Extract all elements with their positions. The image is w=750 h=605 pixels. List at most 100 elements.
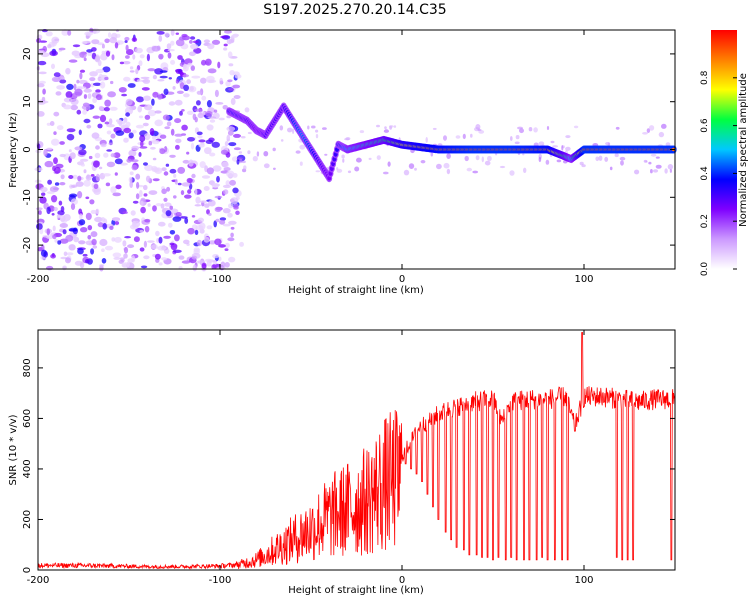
noise-blob <box>169 242 175 246</box>
y-tick-label: 10 <box>22 95 33 108</box>
noise-blob <box>104 121 110 125</box>
noise-blob <box>53 157 58 165</box>
noise-blob <box>299 144 306 150</box>
noise-blob <box>455 135 461 139</box>
noise-blob <box>234 74 242 79</box>
noise-blob <box>206 124 214 131</box>
noise-blob <box>172 249 182 253</box>
noise-blob <box>104 99 111 107</box>
noise-blob <box>181 124 188 131</box>
noise-blob <box>224 242 230 248</box>
noise-blob <box>52 225 56 232</box>
noise-blob <box>45 31 53 37</box>
noise-blob <box>186 110 194 116</box>
x-tick-label: 100 <box>574 274 593 285</box>
noise-blob <box>181 182 191 187</box>
noise-blob <box>163 88 169 96</box>
noise-blob <box>194 204 202 207</box>
colorbar-tick-label: 0.2 <box>700 214 710 228</box>
noise-blob <box>256 151 260 157</box>
colorbar-ticks: 0.0 0.2 0.4 0.6 0.8 <box>700 70 737 276</box>
noise-blob <box>354 166 360 172</box>
noise-blob <box>387 161 391 167</box>
noise-blob <box>230 97 236 106</box>
noise-blob <box>140 206 146 214</box>
noise-blob <box>109 225 114 230</box>
noise-blob <box>152 135 156 140</box>
noise-blob <box>382 171 389 175</box>
noise-blob <box>161 257 168 261</box>
noise-blob <box>205 139 214 144</box>
noise-blob <box>196 100 201 106</box>
noise-blob <box>103 152 109 158</box>
noise-blob <box>233 147 241 151</box>
noise-blob <box>100 143 107 148</box>
noise-blob <box>126 158 132 163</box>
noise-blob <box>112 252 122 258</box>
noise-blob <box>79 51 85 58</box>
noise-blob <box>187 85 197 93</box>
noise-blob <box>182 159 190 164</box>
noise-blob <box>238 151 243 154</box>
noise-blob <box>598 155 603 161</box>
noise-blob <box>533 127 538 133</box>
noise-blob <box>322 127 327 130</box>
noise-blob <box>487 155 492 162</box>
noise-blob <box>190 65 195 71</box>
noise-blob <box>63 97 73 103</box>
noise-blob <box>125 98 133 106</box>
noise-blob <box>65 67 71 75</box>
noise-blob <box>206 79 215 84</box>
noise-blob <box>307 125 310 130</box>
noise-blob <box>189 40 193 44</box>
noise-blob <box>620 160 624 166</box>
noise-blob <box>95 173 100 182</box>
noise-blob <box>219 77 224 85</box>
x-tick-label: -200 <box>27 274 50 285</box>
noise-blob <box>119 257 125 261</box>
noise-blob <box>263 163 270 169</box>
noise-blob <box>158 262 163 266</box>
noise-blob <box>100 53 108 61</box>
noise-blob <box>194 188 198 196</box>
noise-blob <box>273 167 276 170</box>
noise-blob <box>146 53 150 62</box>
noise-blob <box>236 159 240 165</box>
noise-blob <box>186 151 190 155</box>
noise-blob <box>36 223 43 230</box>
noise-blob <box>95 68 105 74</box>
noise-blob <box>252 156 258 162</box>
noise-blob <box>162 114 170 121</box>
noise-blob <box>58 200 63 206</box>
noise-blob <box>184 217 189 224</box>
noise-blob <box>157 245 167 251</box>
noise-blob <box>223 43 228 47</box>
noise-blob <box>118 259 124 264</box>
noise-blob <box>46 147 53 151</box>
noise-blob <box>140 200 144 206</box>
noise-blob <box>152 91 159 98</box>
noise-blob <box>79 261 85 269</box>
noise-blob <box>311 125 316 129</box>
noise-blob <box>615 126 620 130</box>
noise-blob <box>151 45 161 52</box>
noise-blob <box>83 169 87 174</box>
noise-blob <box>464 155 469 162</box>
noise-blob <box>579 161 584 166</box>
noise-blob <box>477 128 482 131</box>
noise-blob <box>646 128 651 134</box>
noise-blob <box>198 222 206 230</box>
noise-blob <box>175 39 185 47</box>
noise-blob <box>188 51 196 57</box>
noise-blob <box>383 129 389 133</box>
noise-blob <box>143 184 148 191</box>
noise-blob <box>147 203 151 207</box>
noise-blob <box>219 217 227 221</box>
noise-blob <box>49 50 58 57</box>
noise-blob <box>157 79 165 82</box>
noise-blob <box>51 63 55 69</box>
noise-blob <box>214 238 222 246</box>
noise-blob <box>165 163 170 167</box>
noise-blob <box>414 167 417 171</box>
noise-blob <box>141 87 150 91</box>
